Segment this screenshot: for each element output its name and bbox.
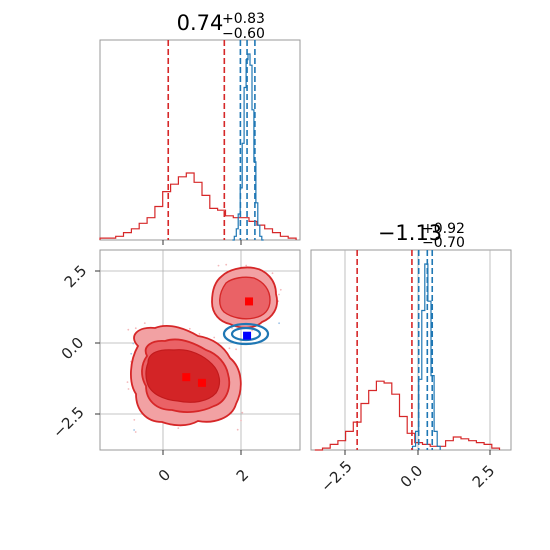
blue-histogram — [411, 263, 441, 450]
scatter-dot — [217, 264, 220, 267]
title-lower: −0.60 — [222, 26, 265, 42]
blue-density — [222, 322, 270, 346]
scatter-dot — [213, 336, 216, 339]
scatter-dot — [133, 419, 136, 421]
panel-bottom-right: −1.13 +0.92 −0.70 — [310, 221, 512, 451]
scatter-dot — [271, 272, 274, 275]
scatter-dot — [245, 264, 248, 267]
contour-inner — [219, 276, 271, 320]
red-density-upper — [211, 266, 278, 329]
red-histogram — [314, 380, 501, 451]
panel-top-left: 0.74 +0.83 −0.60 — [99, 11, 301, 241]
title-lower: −0.70 — [422, 235, 465, 251]
panel-frame — [310, 249, 512, 451]
panel-2-title: −1.13 — [378, 221, 442, 245]
scatter-dot — [231, 327, 233, 329]
scatter-dot — [133, 429, 136, 431]
title-value: −1.13 — [378, 221, 442, 245]
scatter-dot — [241, 411, 244, 414]
scatter-dot — [130, 352, 133, 355]
tick-marks — [95, 240, 491, 455]
scatter-dot — [240, 419, 242, 422]
scatter-dot — [134, 327, 137, 330]
scatter-dot — [251, 329, 254, 332]
scatter-dot — [236, 428, 239, 431]
scatter-dot — [198, 333, 201, 335]
red-marker — [182, 373, 191, 382]
panel-frame — [99, 39, 301, 241]
scatter-dot — [177, 427, 180, 429]
scatter-dot — [279, 288, 282, 291]
scatter-dot — [134, 431, 137, 433]
title-upper: +0.92 — [422, 221, 465, 237]
blue-marker — [243, 331, 252, 340]
blue-histogram — [232, 53, 264, 241]
scatter-dot — [188, 327, 191, 330]
scatter-dot — [127, 388, 130, 390]
scatter-dot — [127, 328, 130, 331]
title-upper: +0.83 — [222, 11, 265, 27]
scatter-dot — [225, 263, 228, 266]
red-marker — [245, 297, 254, 306]
scatter-dot — [278, 322, 280, 325]
panel-bottom-left — [99, 249, 301, 451]
scatter-dot — [235, 348, 238, 351]
scatter-dot — [143, 322, 146, 324]
scatter-dot — [132, 342, 135, 345]
scatter-dot — [126, 381, 129, 383]
title-value: 0.74 — [177, 11, 224, 35]
red-marker — [197, 378, 206, 387]
red-histogram — [99, 172, 297, 240]
scatter-dot — [228, 347, 231, 350]
blue-contour-outer — [222, 322, 270, 346]
scatter-dot — [278, 293, 280, 296]
blue-contour-inner — [230, 326, 262, 342]
panel-1-title: 0.74 — [177, 11, 224, 35]
